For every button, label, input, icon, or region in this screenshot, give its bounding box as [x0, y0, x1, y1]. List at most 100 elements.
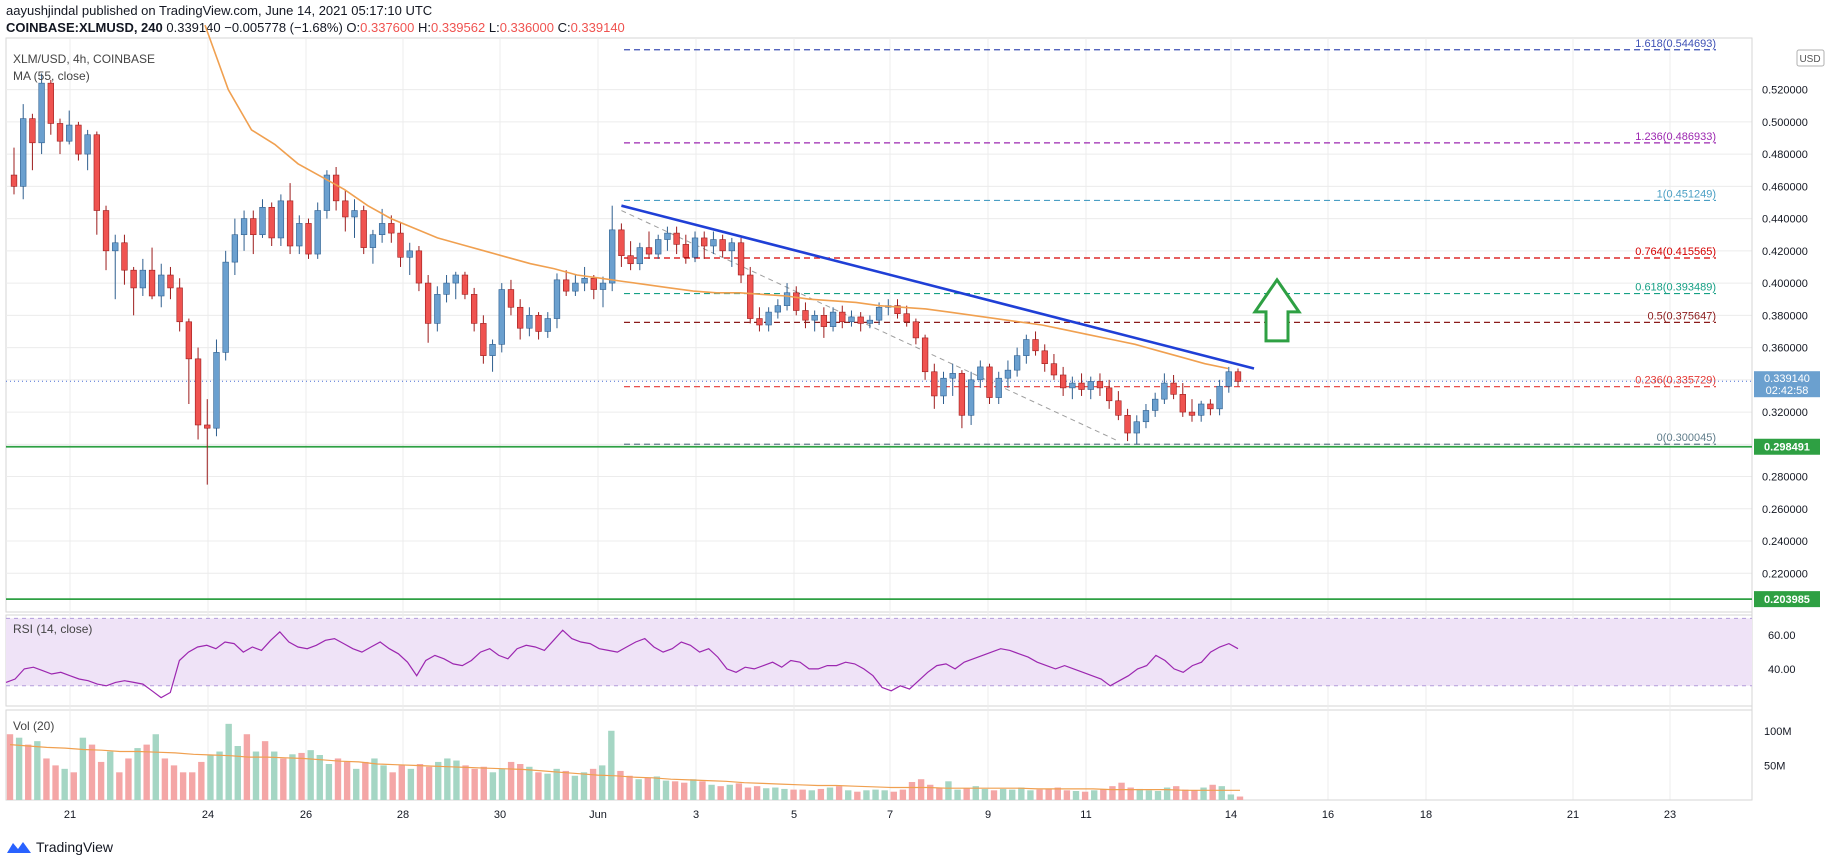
- volume-bar: [444, 758, 451, 800]
- volume-bar: [152, 734, 159, 800]
- currency-badge[interactable]: [1796, 49, 1825, 67]
- volume-bar: [6, 734, 14, 800]
- volume-bar: [189, 772, 196, 800]
- volume-bar: [1227, 794, 1235, 800]
- candle-body: [756, 318, 763, 326]
- candle-body: [636, 247, 643, 265]
- volume-bar: [316, 755, 323, 800]
- candle-body: [1152, 398, 1159, 411]
- y-tick-label: 0.320000: [1762, 407, 1808, 419]
- candle-body: [940, 377, 947, 397]
- candle-body: [1198, 403, 1205, 416]
- candle-body: [158, 274, 165, 297]
- candle-body: [535, 315, 542, 332]
- y-tick-label: 0.520000: [1762, 85, 1808, 97]
- volume-bar: [15, 737, 23, 800]
- volume-bar: [1072, 791, 1080, 800]
- volume-bar: [298, 752, 305, 800]
- candle-body: [498, 289, 505, 345]
- x-tick-label: 3: [693, 809, 699, 821]
- candle-body: [958, 373, 966, 416]
- candle-body: [572, 282, 579, 292]
- open-label: O:: [346, 20, 361, 35]
- volume-bar: [407, 768, 415, 800]
- volume-bar: [1145, 790, 1153, 800]
- candle-body: [75, 124, 82, 155]
- support-price-tag: [1754, 438, 1820, 455]
- candle-body: [452, 274, 459, 284]
- volume-bar: [1036, 789, 1043, 800]
- x-tick-label: 28: [397, 809, 409, 821]
- volume-bar: [243, 734, 251, 800]
- candle-body: [820, 315, 828, 327]
- candle-body: [323, 174, 331, 211]
- volume-bar: [453, 760, 460, 800]
- volume-bar: [353, 768, 360, 800]
- candle-body: [470, 294, 478, 324]
- volume-bar: [963, 788, 970, 800]
- volume-bar: [517, 764, 524, 800]
- volume-bar: [571, 775, 579, 800]
- rsi-line: [5, 629, 1239, 699]
- volume-bar: [599, 765, 606, 800]
- volume-bar: [845, 790, 852, 800]
- candle-body: [1050, 363, 1058, 376]
- x-tick-label: Jun: [589, 809, 607, 821]
- candle-body: [783, 292, 791, 306]
- volume-bar: [1018, 787, 1025, 800]
- volume-bar: [52, 765, 59, 800]
- x-tick-label: 9: [985, 809, 991, 821]
- candle-body: [866, 319, 874, 324]
- volume-bar: [1045, 788, 1052, 800]
- candle-body: [47, 82, 54, 124]
- candle-body: [38, 82, 45, 144]
- candle-body: [894, 305, 901, 315]
- candle-body: [747, 274, 754, 319]
- volume-bar: [307, 750, 314, 800]
- candle-body: [360, 210, 367, 248]
- candle-body: [222, 261, 229, 353]
- volume-bar: [1218, 786, 1225, 800]
- volume-bar: [280, 758, 287, 800]
- high-value: 0.339562: [431, 20, 486, 35]
- candle-body: [857, 316, 864, 324]
- y-tick-label: 0.360000: [1762, 343, 1808, 355]
- candle-body: [1133, 421, 1140, 434]
- candle-body: [406, 250, 413, 258]
- volume-bar: [589, 768, 597, 800]
- candle-body: [194, 358, 202, 426]
- ma-legend: MA (55, close): [13, 69, 90, 83]
- candle-body: [691, 237, 699, 258]
- candle-body: [240, 218, 248, 236]
- volume-bar: [343, 761, 351, 800]
- candle-body: [839, 311, 846, 323]
- volume-tick-label: 100M: [1764, 726, 1792, 738]
- candle-body: [1069, 382, 1076, 389]
- candle-body: [1179, 394, 1186, 413]
- symbol-label: COINBASE:XLMUSD, 240: [6, 20, 163, 35]
- candle-body: [296, 223, 303, 247]
- volume-bar: [826, 787, 834, 800]
- volume-bar: [198, 761, 205, 800]
- candle-body: [342, 200, 349, 218]
- volume-bar: [908, 782, 916, 800]
- candle-body: [259, 206, 266, 236]
- volume-bar: [1109, 786, 1116, 800]
- volume-bar: [526, 766, 533, 800]
- volume-bar: [790, 789, 797, 800]
- volume-bar: [1136, 788, 1143, 800]
- volume-bar: [872, 789, 879, 800]
- candle-body: [655, 239, 662, 255]
- volume-bar: [1191, 790, 1198, 800]
- y-tick-label: 0.380000: [1762, 310, 1808, 322]
- candle-body: [967, 379, 975, 416]
- candle-body: [645, 247, 653, 255]
- volume-bar: [999, 788, 1007, 800]
- volume-bar: [662, 780, 670, 800]
- candle-body: [1124, 414, 1131, 434]
- volume-bar: [207, 755, 214, 800]
- candle-body: [84, 134, 91, 155]
- volume-bar: [726, 784, 733, 800]
- candle-body: [213, 352, 220, 429]
